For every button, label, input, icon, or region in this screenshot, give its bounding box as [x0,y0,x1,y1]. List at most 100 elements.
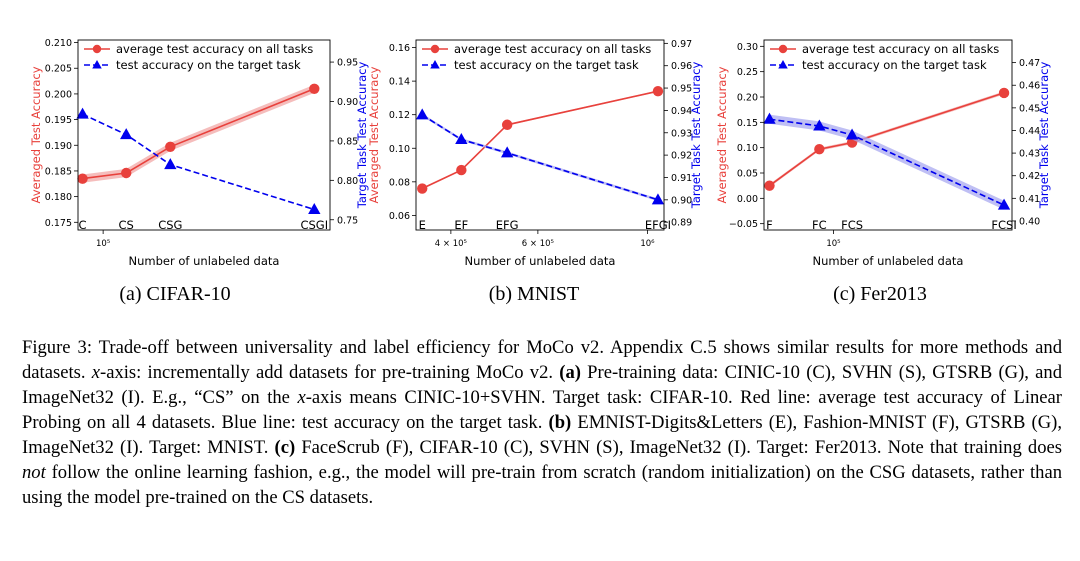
right-axis-label: Target Task Test Accuracy [355,62,369,210]
right-tick-label: 0.91 [671,173,692,184]
x-category-label: E [419,218,426,232]
x-tick-label: 4 × 10⁵ [435,239,467,249]
series-confidence-band [769,91,1004,188]
subcaption-b: (b) MNIST [488,283,580,305]
right-tick-label: 0.46 [1019,81,1040,92]
right-tick-label: 0.94 [671,106,692,117]
right-tick-label: 0.89 [671,218,692,229]
series-point [998,87,1010,99]
right-axis-label: Target Task Test Accuracy [689,62,703,210]
series-point [164,158,177,170]
x-category-label: EF [454,218,468,232]
caption-emphasis: not [22,462,46,483]
caption-part-a-label: (a) [559,362,581,383]
plot-frame [415,39,665,231]
x-tick-label: 6 × 10⁵ [522,239,554,249]
legend-red-marker [92,44,102,54]
left-tick-label: 0.175 [45,218,72,229]
right-axis-label: Target Task Test Accuracy [1037,62,1051,210]
left-tick-label: 0.210 [45,38,72,49]
x-axis-label: Number of unlabeled data [129,254,280,268]
right-tick-label: 0.40 [1019,216,1040,227]
caption-x-symbol: x [297,387,306,408]
left-axis-label: Averaged Test Accuracy [367,66,381,203]
left-tick-label: 0.200 [45,89,72,100]
series-line [82,88,315,180]
series-point [501,119,513,130]
left-axis-label: Averaged Test Accuracy [29,66,43,203]
series-line [769,118,1005,206]
series-point [455,132,468,145]
series-confidence-band [769,114,1004,210]
left-tick-label: 0.185 [45,166,72,177]
left-tick-label: 0.15 [737,118,758,129]
x-category-label: FCSI [991,218,1016,232]
left-tick-label: 0.180 [45,192,72,203]
legend-blue-marker [92,60,102,69]
left-tick-label: −0.05 [729,219,758,230]
x-category-label: FC [812,218,827,232]
caption-text: Pre-training data: CINIC-10 (C), SVHN (S… [22,362,1062,408]
caption-text: Trade-off between universality and label… [22,337,1062,383]
x-category-label: EFGI [645,218,671,232]
legend-red-label: average test accuracy on all tasks [802,42,999,56]
x-tick-label: 10⁵ [96,239,110,249]
series-point [764,180,775,191]
left-tick-label: 0.10 [737,143,758,154]
legend-blue-marker [430,60,440,69]
left-tick-label: 0.20 [737,93,758,104]
left-tick-label: 0.195 [45,115,72,126]
right-tick-label: 0.90 [671,195,692,206]
right-tick-label: 0.44 [1019,126,1040,137]
series-point [165,141,176,153]
series-point [845,128,859,140]
x-category-label: F [766,218,773,232]
caption-figure-label: Figure 3: [22,337,93,358]
legend-blue-label: test accuracy on the target task [116,58,301,72]
series-point [814,143,825,155]
series-point [417,183,428,194]
left-tick-label: 0.00 [737,194,758,205]
caption-text: EMNIST-Digits&Letters (E), Fashion-MNIST… [22,412,1062,458]
series-point [997,198,1011,210]
figure-charts: 0.175 0.180 0.185 0.190 0.195 0.200 0.205 0.210… [29,38,1051,268]
subcaption-a: (a) CIFAR-10 [119,283,231,305]
caption-text: FaceScrub (F), CIFAR-10 (C), SVHN (S), I… [295,437,1062,458]
left-tick-label: 0.205 [45,64,72,75]
plot-frame [77,39,331,231]
series-point [76,107,89,119]
caption-text: -axis means CINIC-10+SVHN. Target task: … [22,387,1063,433]
caption-part-b-label: (b) [548,412,572,433]
left-tick-label: 0.30 [737,42,758,53]
x-category-label: CSGI [300,218,328,232]
series-line [82,113,315,211]
series-point [651,193,665,205]
chart-panel: 0.06 0.08 0.10 0.12 0.14 0.16 0.89 0.90 0.91 0.92… [367,39,703,268]
x-tick-label: 10⁶ [640,239,655,249]
left-tick-label: 0.16 [389,43,410,54]
series-point [120,128,133,140]
caption-text: follow the online learning fashion, e.g.… [22,462,1062,508]
series-point [308,203,321,215]
right-tick-label: 0.42 [1019,171,1040,182]
series-point [500,146,514,158]
right-tick-label: 0.92 [671,151,692,162]
x-category-label: C [79,218,87,232]
right-tick-label: 0.43 [1019,149,1040,160]
right-tick-label: 0.95 [337,58,358,69]
series-point [813,119,826,131]
x-category-label: CSG [158,218,182,232]
right-tick-label: 0.96 [671,61,692,72]
legend-red-label: average test accuracy on all tasks [116,42,313,56]
right-tick-label: 0.75 [337,215,358,226]
series-confidence-band [422,113,658,202]
series-line [769,92,1005,187]
legend-blue-label: test accuracy on the target task [802,58,987,72]
series-point [652,85,664,97]
left-tick-label: 0.14 [389,77,410,88]
right-tick-label: 0.97 [671,39,692,50]
chart-panel: −0.05 0.00 0.05 0.10 0.15 0.20 0.25 0.30 0.40 0.4… [715,39,1051,268]
right-tick-label: 0.47 [1019,58,1040,69]
chart-panel: 0.175 0.180 0.185 0.190 0.195 0.200 0.205 0.210… [29,38,369,268]
legend-red-marker [430,44,440,54]
